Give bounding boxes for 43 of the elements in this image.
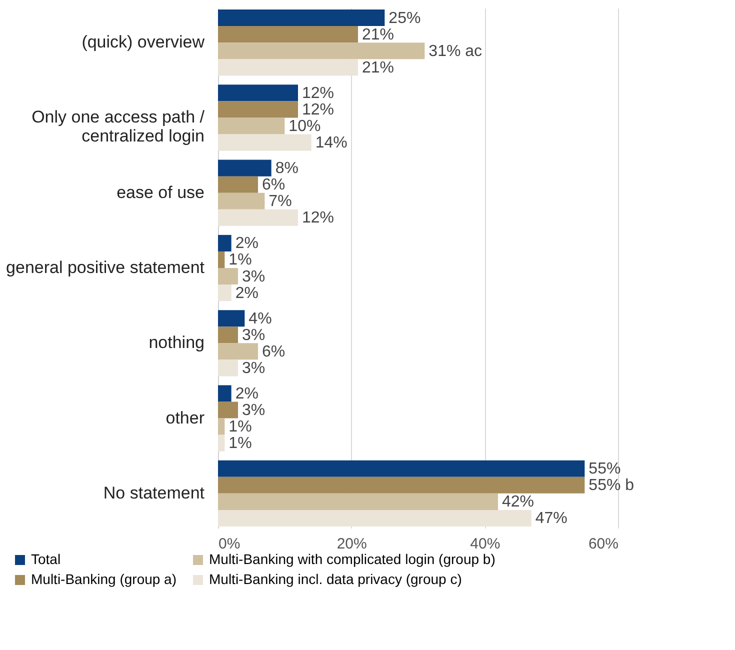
- data-label: 6%: [262, 343, 286, 360]
- data-label: 25%: [388, 10, 421, 27]
- data-label: 3%: [242, 326, 266, 344]
- data-label: 12%: [302, 101, 334, 118]
- data-label: 14%: [315, 134, 348, 152]
- data-label: 1%: [228, 435, 252, 452]
- data-label: 12%: [302, 84, 334, 102]
- y-tick-label: Only one access path / centralized login: [32, 108, 205, 146]
- data-label: 55% b: [588, 477, 634, 494]
- data-label: 2%: [235, 284, 258, 302]
- legend-label: Multi-Banking incl. data privacy (group c): [209, 571, 462, 587]
- data-label: 10%: [288, 118, 321, 135]
- x-tick-label: 60%: [588, 536, 618, 552]
- x-tick-label: 40%: [470, 536, 500, 552]
- y-tick-label: No statement: [103, 483, 205, 502]
- data-label: 8%: [275, 160, 298, 178]
- data-label: 6%: [262, 176, 286, 194]
- data-label: 55%: [588, 460, 621, 478]
- y-tick-label: (quick) overview: [82, 32, 206, 52]
- data-label: 3%: [242, 268, 266, 286]
- data-label: 2%: [235, 385, 258, 402]
- legend-label: Multi-Banking (group a): [31, 571, 177, 587]
- data-label: 42%: [502, 494, 534, 511]
- data-label: 1%: [228, 252, 252, 269]
- x-tick-label: 0%: [218, 536, 240, 552]
- data-label: 4%: [248, 310, 272, 328]
- data-label: 12%: [302, 210, 334, 227]
- data-label: 2%: [235, 235, 258, 252]
- legend-label: Total: [31, 551, 61, 567]
- legend-label: Multi-Banking with complicated login (group b): [209, 551, 496, 567]
- data-label: 3%: [242, 402, 266, 420]
- data-label: 1%: [228, 418, 252, 436]
- data-label: 7%: [268, 193, 292, 210]
- data-label: 47%: [535, 510, 568, 528]
- data-label: 21%: [362, 26, 394, 44]
- y-tick-label: ease of use: [116, 182, 204, 202]
- y-tick-label: general positive statement: [6, 258, 205, 277]
- y-tick-label: nothing: [148, 333, 204, 352]
- data-label: 31% ac: [428, 42, 482, 60]
- data-label: 21%: [362, 59, 394, 76]
- x-tick-label: 20%: [336, 536, 367, 552]
- data-label: 3%: [242, 360, 266, 377]
- y-tick-label: other: [166, 408, 205, 428]
